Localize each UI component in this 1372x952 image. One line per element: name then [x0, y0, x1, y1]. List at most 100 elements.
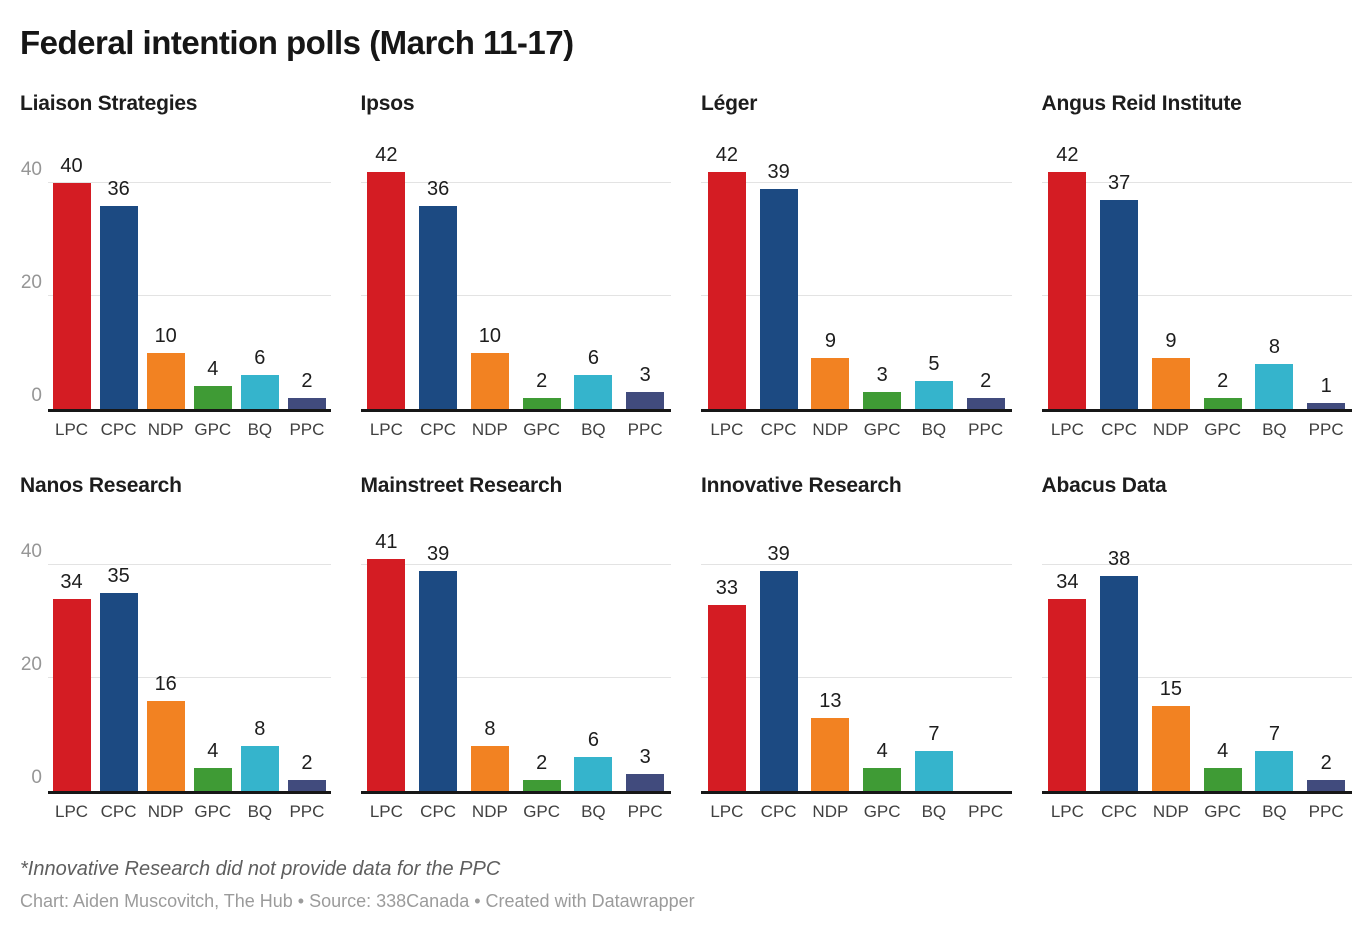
bar-value-label: 6	[587, 729, 599, 752]
x-axis-labels: LPC CPC NDP GPC BQ PPC	[48, 802, 331, 822]
bar-value-label: 39	[767, 542, 790, 565]
x-tick-label-ppc: PPC	[968, 802, 1004, 821]
bar-ppc	[287, 779, 326, 791]
poll-panel: Nanos Research 0 20 40 34 35 16 4 8 2 LPC CPC NDP GPC…	[20, 474, 331, 822]
bar-cpc	[419, 205, 458, 409]
x-tick-label-cpc: CPC	[100, 420, 137, 439]
x-tick-label-lpc: LPC	[710, 802, 744, 821]
bar-group-ppc: 2	[286, 753, 328, 791]
x-tick-label-lpc: LPC	[54, 420, 89, 439]
bar-ndp	[470, 352, 509, 409]
x-axis-labels: LPC CPC NDP GPC BQ PPC	[1042, 420, 1353, 440]
x-tick-label-lpc: LPC	[369, 802, 403, 821]
x-tick-label-ppc: PPC	[627, 420, 663, 439]
y-tick-label: 0	[31, 385, 42, 406]
gridline-40	[48, 564, 331, 565]
bar-value-label: 3	[639, 364, 651, 387]
bar-group-bq: 6	[572, 730, 614, 791]
plot-area: 42 37 9 2 8 1	[1041, 130, 1352, 412]
x-axis-labels: LPC CPC NDP GPC BQ PPC	[701, 802, 1012, 822]
bar-value-label: 33	[715, 576, 738, 599]
bar-ndp	[146, 352, 185, 409]
panels-grid: Liaison Strategies 0 20 40 40 36 10 4 6 2 LPC CPC ND…	[20, 92, 1352, 822]
x-tick-label-lpc: LPC	[369, 420, 403, 439]
x-tick-label-gpc: GPC	[194, 420, 232, 439]
bar-value-label: 8	[254, 717, 266, 740]
gridline-20	[701, 295, 1012, 296]
x-tick-label-cpc: CPC	[760, 802, 797, 821]
x-tick-label-ppc: PPC	[968, 420, 1004, 439]
bar-group-ppc: 2	[286, 371, 328, 409]
x-tick-label-bq: BQ	[247, 420, 273, 439]
bar-group-bq: 6	[239, 348, 281, 409]
page-title: Federal intention polls (March 11-17)	[20, 24, 574, 61]
bar-cpc	[1100, 199, 1139, 409]
bars-container: 41 39 8 2 6 3	[361, 512, 672, 791]
bar-group-ndp: 9	[809, 331, 851, 409]
bar-group-gpc: 2	[521, 371, 563, 409]
panel-title: Mainstreet Research	[360, 474, 563, 497]
bar-gpc	[863, 392, 902, 409]
bar-value-label: 36	[427, 177, 450, 200]
x-tick-label-bq: BQ	[1262, 802, 1287, 821]
bar-value-label: 2	[536, 751, 548, 774]
gridline-40	[701, 564, 1012, 565]
bar-group-ndp: 10	[145, 324, 187, 409]
bar-cpc	[1100, 576, 1139, 791]
bars-container: 40 36 10 4 6 2	[48, 130, 331, 409]
bar-group-ndp: 16	[145, 674, 187, 791]
y-tick-label: 20	[20, 654, 42, 675]
bar-value-label: 7	[1268, 723, 1280, 746]
bar-ndp	[1151, 358, 1190, 409]
x-tick-label-ppc: PPC	[289, 420, 325, 439]
x-tick-label-ndp: NDP	[1152, 420, 1189, 439]
x-axis-labels: LPC CPC NDP GPC BQ PPC	[361, 420, 672, 440]
bar-group-lpc: 33	[706, 578, 748, 791]
bar-group-lpc: 34	[51, 572, 93, 791]
bar-ppc	[1307, 779, 1346, 791]
bar-value-label: 1	[1320, 375, 1332, 398]
y-tick-label: 0	[31, 767, 42, 788]
bar-lpc	[52, 183, 91, 409]
bar-value-label: 36	[107, 177, 130, 200]
x-tick-label-ndp: NDP	[1152, 802, 1189, 821]
panel-title: Léger	[701, 92, 758, 115]
bar-group-bq: 7	[1253, 724, 1295, 791]
bar-ppc	[966, 397, 1005, 409]
x-tick-label-bq: BQ	[581, 802, 606, 821]
bar-cpc	[99, 593, 138, 791]
bar-value-label: 42	[375, 143, 398, 166]
x-tick-label-bq: BQ	[581, 420, 606, 439]
bar-value-label: 4	[1217, 740, 1229, 763]
bar-lpc	[367, 559, 406, 791]
bar-group-bq: 8	[1253, 337, 1295, 409]
poll-panel: Mainstreet Research 41 39 8 2 6 3 LPC CPC NDP GPC B…	[360, 474, 672, 822]
bar-ndp	[146, 700, 185, 791]
bar-cpc	[419, 570, 458, 791]
panel-title: Nanos Research	[20, 474, 182, 497]
bar-group-bq: 6	[572, 348, 614, 409]
bar-value-label: 16	[154, 672, 177, 695]
plot-area: 41 39 8 2 6 3	[360, 512, 672, 794]
poll-panel: Angus Reid Institute 42 37 9 2 8 1 LPC CPC NDP GPC…	[1041, 92, 1353, 440]
bar-value-label: 2	[980, 369, 992, 392]
x-tick-label-gpc: GPC	[863, 420, 901, 439]
x-tick-label-gpc: GPC	[523, 420, 561, 439]
x-tick-label-gpc: GPC	[863, 802, 901, 821]
bar-value-label: 39	[427, 542, 450, 565]
x-tick-label-ndp: NDP	[147, 802, 184, 821]
x-tick-label-bq: BQ	[921, 420, 947, 439]
bar-value-label: 10	[154, 324, 177, 347]
bar-ppc	[626, 392, 665, 409]
bars-container: 42 39 9 3 5 2	[701, 130, 1012, 409]
bar-value-label: 13	[819, 689, 842, 712]
bar-value-label: 34	[60, 570, 83, 593]
bar-group-cpc: 39	[417, 544, 459, 791]
bar-lpc	[367, 171, 406, 409]
x-tick-label-lpc: LPC	[710, 420, 744, 439]
bar-group-gpc: 4	[861, 741, 903, 791]
bar-value-label: 35	[107, 565, 130, 588]
bar-ndp	[1151, 706, 1190, 791]
bar-value-label: 9	[824, 330, 836, 353]
bar-ndp	[811, 358, 850, 409]
